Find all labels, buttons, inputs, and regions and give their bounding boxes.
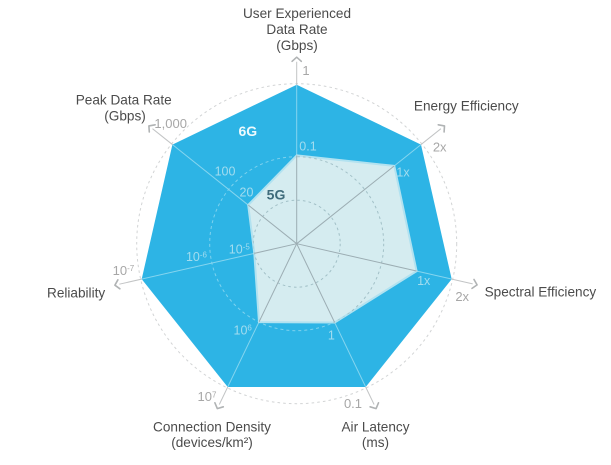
svg-text:Spectral Efficiency: Spectral Efficiency bbox=[485, 285, 597, 300]
svg-text:10-7: 10-7 bbox=[113, 263, 135, 278]
svg-text:100: 100 bbox=[215, 165, 236, 179]
svg-text:(Gbps): (Gbps) bbox=[276, 38, 318, 53]
svg-text:5G: 5G bbox=[267, 186, 286, 202]
svg-text:0.1: 0.1 bbox=[299, 140, 316, 154]
svg-text:Reliability: Reliability bbox=[47, 286, 105, 301]
svg-text:1,000: 1,000 bbox=[154, 116, 187, 131]
svg-text:Connection Density: Connection Density bbox=[153, 420, 271, 435]
svg-text:(Gbps): (Gbps) bbox=[104, 109, 146, 124]
svg-text:User Experienced: User Experienced bbox=[243, 6, 351, 21]
svg-text:6G: 6G bbox=[238, 123, 257, 139]
svg-text:0.1: 0.1 bbox=[344, 396, 362, 411]
svg-text:1: 1 bbox=[302, 63, 309, 78]
svg-text:Air Latency: Air Latency bbox=[341, 420, 409, 435]
svg-text:Data Rate: Data Rate bbox=[266, 22, 327, 37]
svg-text:Peak Data Rate: Peak Data Rate bbox=[76, 93, 172, 108]
svg-text:1: 1 bbox=[328, 328, 335, 342]
svg-text:(devices/km²): (devices/km²) bbox=[171, 435, 253, 450]
svg-text:20: 20 bbox=[240, 186, 254, 200]
svg-text:(ms): (ms) bbox=[362, 435, 389, 450]
svg-text:Energy Efficiency: Energy Efficiency bbox=[414, 99, 519, 114]
svg-text:2x: 2x bbox=[433, 139, 447, 154]
svg-text:2x: 2x bbox=[455, 289, 469, 304]
svg-text:107: 107 bbox=[198, 389, 217, 404]
svg-text:1x: 1x bbox=[417, 274, 431, 288]
svg-text:1x: 1x bbox=[396, 166, 410, 180]
